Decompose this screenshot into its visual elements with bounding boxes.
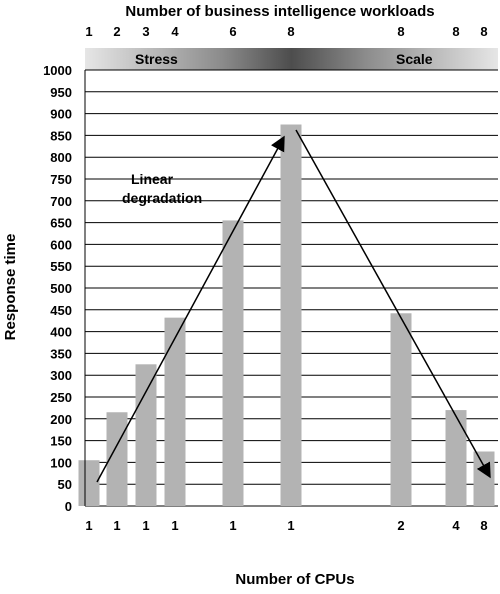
y-tick-label: 750 <box>50 172 72 187</box>
y-tick-label: 650 <box>50 216 72 231</box>
y-tick-label: 900 <box>50 107 72 122</box>
falling-trend-arrow <box>295 129 491 479</box>
y-tick-label: 250 <box>50 390 72 405</box>
cpu-tick-label: 1 <box>171 518 178 533</box>
cpu-tick-label: 1 <box>229 518 236 533</box>
y-tick-label: 950 <box>50 85 72 100</box>
bar <box>164 317 186 506</box>
annotation-line-1: Linear <box>131 171 174 187</box>
y-tick-label: 300 <box>50 368 72 383</box>
x-axis-label: Number of CPUs <box>235 571 354 588</box>
cpu-tick-label: 8 <box>480 518 487 533</box>
phase-band-fill <box>85 48 498 70</box>
bar-series <box>78 124 495 507</box>
cpu-tick-label: 1 <box>85 518 92 533</box>
y-tick-label: 50 <box>58 477 72 492</box>
y-tick-label: 0 <box>65 499 72 514</box>
y-tick-label: 550 <box>50 259 72 274</box>
bar <box>280 124 302 506</box>
y-tick-label: 850 <box>50 128 72 143</box>
y-tick-label: 200 <box>50 412 72 427</box>
phase-band: Stress Scale <box>85 48 498 70</box>
y-tick-label: 700 <box>50 194 72 209</box>
bar <box>473 451 495 506</box>
chart-title: Number of business intelligence workload… <box>125 3 434 20</box>
y-tick-label: 350 <box>50 346 72 361</box>
workload-tick-label: 1 <box>85 24 92 39</box>
workload-tick-labels: 1 2 3 4 6 8 8 8 8 <box>85 24 487 39</box>
y-tick-label: 600 <box>50 237 72 252</box>
workload-tick-label: 8 <box>287 24 294 39</box>
bar <box>390 313 412 506</box>
y-tick-label: 800 <box>50 150 72 165</box>
bar <box>445 410 467 506</box>
workload-tick-label: 8 <box>397 24 404 39</box>
trend-arrows <box>96 129 491 483</box>
y-tick-label: 400 <box>50 325 72 340</box>
cpu-tick-label: 4 <box>452 518 460 533</box>
y-axis-label: Response time <box>2 234 19 341</box>
workload-tick-label: 8 <box>480 24 487 39</box>
y-tick-label: 500 <box>50 281 72 296</box>
workload-tick-label: 6 <box>229 24 236 39</box>
cpu-tick-labels: 1 1 1 1 1 1 2 4 8 <box>85 518 487 533</box>
y-tick-label: 150 <box>50 434 72 449</box>
cpu-tick-label: 1 <box>142 518 149 533</box>
y-tick-label: 450 <box>50 303 72 318</box>
bar <box>78 460 100 506</box>
cpu-tick-label: 1 <box>287 518 294 533</box>
y-tick-label: 100 <box>50 455 72 470</box>
bar <box>135 364 157 506</box>
workload-tick-label: 2 <box>113 24 120 39</box>
workload-tick-label: 4 <box>171 24 179 39</box>
workload-tick-label: 3 <box>142 24 149 39</box>
rising-trend-arrow <box>96 135 285 483</box>
bar <box>222 220 244 507</box>
cpu-tick-label: 2 <box>397 518 404 533</box>
workload-tick-label: 8 <box>452 24 459 39</box>
annotation-line-2: degradation <box>122 190 202 206</box>
y-tick-labels: 0 50 100 150 200 250 300 350 400 450 500 550 600 650 7… <box>43 63 72 514</box>
y-tick-label: 1000 <box>43 63 72 78</box>
scale-label: Scale <box>396 51 433 67</box>
cpu-tick-label: 1 <box>113 518 120 533</box>
stress-label: Stress <box>135 51 178 67</box>
